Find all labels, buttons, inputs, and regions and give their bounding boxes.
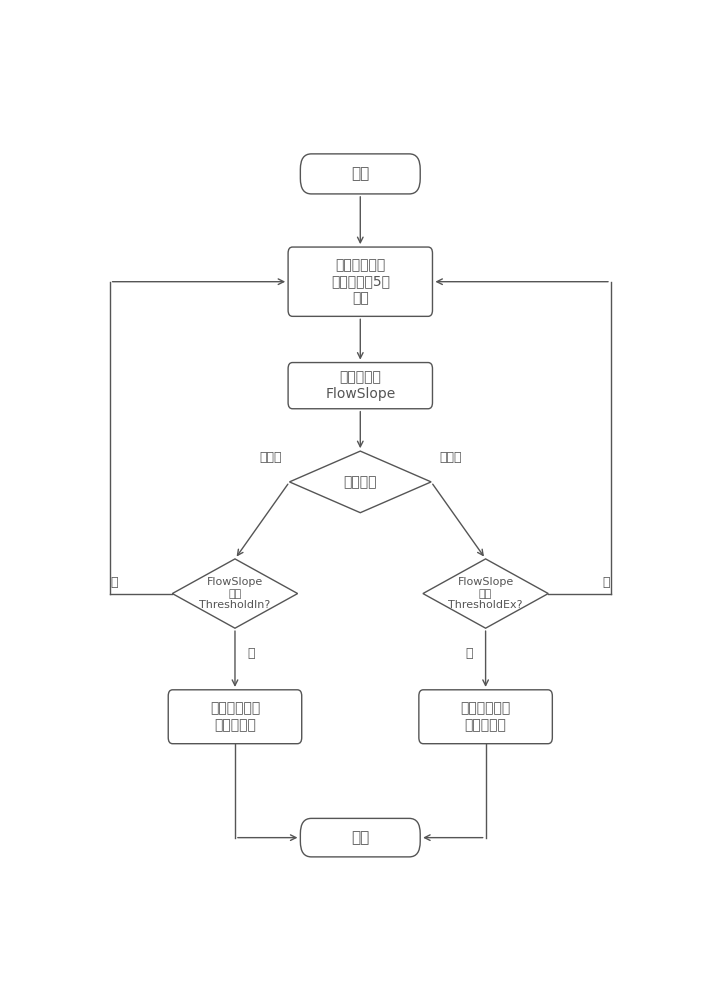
Text: FlowSlope
小于
ThresholdEx?: FlowSlope 小于 ThresholdEx? <box>449 577 523 610</box>
FancyBboxPatch shape <box>300 818 420 857</box>
Text: 流量采集逐推
保留最新的5次
数据: 流量采集逐推 保留最新的5次 数据 <box>331 258 389 305</box>
FancyBboxPatch shape <box>419 690 553 744</box>
Text: 当前处于: 当前处于 <box>344 475 377 489</box>
Text: 切换压力并记
录相关数据: 切换压力并记 录相关数据 <box>460 702 510 732</box>
FancyBboxPatch shape <box>288 247 432 316</box>
FancyBboxPatch shape <box>168 690 302 744</box>
Text: 计算变化量
FlowSlope: 计算变化量 FlowSlope <box>325 371 395 401</box>
Polygon shape <box>423 559 548 628</box>
FancyBboxPatch shape <box>300 154 420 194</box>
Polygon shape <box>290 451 431 513</box>
Text: 吸气相: 吸气相 <box>439 451 461 464</box>
FancyBboxPatch shape <box>288 363 432 409</box>
Text: 返回: 返回 <box>352 830 369 845</box>
Polygon shape <box>172 559 297 628</box>
Text: FlowSlope
大于
ThresholdIn?: FlowSlope 大于 ThresholdIn? <box>200 577 271 610</box>
Text: 否: 否 <box>110 576 118 588</box>
Text: 是: 是 <box>465 647 473 660</box>
Text: 否: 否 <box>602 576 610 588</box>
Text: 开始: 开始 <box>352 166 369 181</box>
Text: 呼气相: 呼气相 <box>259 451 282 464</box>
Text: 切换压力并记
录相关数据: 切换压力并记 录相关数据 <box>210 702 260 732</box>
Text: 是: 是 <box>247 647 255 660</box>
